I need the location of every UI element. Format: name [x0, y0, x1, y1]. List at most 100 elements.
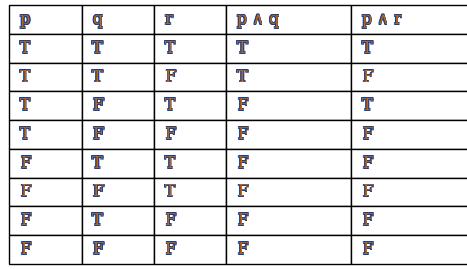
Text: F: F: [236, 127, 247, 144]
Text: F: F: [92, 98, 104, 115]
Text: T: T: [361, 41, 372, 58]
Text: F: F: [92, 242, 103, 259]
Text: F: F: [92, 240, 104, 257]
Text: T: T: [21, 69, 31, 86]
Text: T: T: [165, 184, 176, 201]
Text: T: T: [21, 69, 31, 86]
Text: F: F: [361, 183, 372, 200]
Text: q: q: [91, 12, 101, 29]
Text: F: F: [361, 240, 373, 257]
Text: T: T: [19, 126, 29, 143]
Text: F: F: [164, 212, 176, 229]
Text: F: F: [19, 213, 30, 230]
Bar: [9, 178, 82, 206]
Text: F: F: [237, 97, 248, 114]
Text: F: F: [237, 240, 248, 257]
Text: F: F: [236, 154, 247, 171]
Text: T: T: [165, 41, 176, 58]
Text: T: T: [19, 97, 29, 114]
Text: F: F: [361, 154, 372, 171]
Text: F: F: [21, 212, 31, 229]
Text: F: F: [165, 69, 176, 86]
Text: F: F: [19, 240, 30, 257]
Text: p ∧ r: p ∧ r: [362, 12, 403, 29]
Text: T: T: [361, 41, 372, 58]
Text: T: T: [92, 68, 103, 85]
Bar: [226, 34, 352, 63]
Text: F: F: [163, 211, 175, 228]
Text: F: F: [92, 184, 103, 201]
Bar: [82, 91, 154, 120]
Text: r: r: [163, 12, 171, 29]
Text: T: T: [361, 40, 372, 57]
Text: F: F: [362, 69, 374, 86]
Text: F: F: [92, 125, 104, 142]
Text: q: q: [91, 11, 101, 28]
Text: F: F: [236, 241, 247, 258]
Text: T: T: [21, 39, 31, 56]
Text: F: F: [361, 213, 372, 230]
Text: F: F: [92, 126, 104, 143]
Text: p ∧ q: p ∧ q: [236, 11, 279, 28]
Text: F: F: [164, 241, 176, 258]
Text: T: T: [236, 40, 247, 57]
Text: F: F: [236, 242, 247, 259]
Text: F: F: [237, 213, 248, 230]
Text: q: q: [92, 11, 103, 28]
Text: F: F: [362, 69, 374, 86]
Bar: [82, 34, 154, 63]
Text: F: F: [236, 126, 247, 143]
Text: F: F: [237, 97, 248, 114]
Text: T: T: [21, 125, 31, 142]
Text: F: F: [362, 155, 374, 172]
Text: T: T: [165, 97, 176, 114]
Bar: [351, 63, 467, 91]
Bar: [82, 235, 154, 264]
Text: F: F: [362, 240, 374, 257]
Bar: [154, 206, 226, 235]
Text: F: F: [361, 126, 372, 143]
Text: F: F: [92, 242, 104, 259]
Text: T: T: [92, 69, 103, 86]
Text: p ∧ q: p ∧ q: [236, 12, 279, 29]
Bar: [226, 120, 352, 149]
Bar: [9, 34, 82, 63]
Text: F: F: [361, 68, 372, 85]
Text: T: T: [92, 40, 103, 57]
Text: T: T: [164, 41, 175, 58]
Text: T: T: [20, 69, 30, 86]
Text: F: F: [361, 69, 373, 86]
Text: T: T: [19, 40, 29, 57]
Text: T: T: [92, 68, 103, 85]
Text: F: F: [361, 211, 373, 228]
Text: F: F: [236, 183, 247, 200]
Text: p: p: [20, 10, 30, 27]
Text: T: T: [164, 154, 175, 171]
Text: p: p: [20, 12, 30, 29]
Text: p: p: [21, 12, 30, 29]
Text: T: T: [163, 97, 174, 114]
Text: T: T: [91, 213, 102, 230]
Text: F: F: [92, 183, 103, 200]
Text: F: F: [92, 241, 104, 258]
Text: T: T: [91, 39, 102, 56]
Text: T: T: [91, 41, 102, 58]
Text: p ∧ r: p ∧ r: [361, 10, 401, 27]
Text: T: T: [20, 68, 30, 85]
Text: F: F: [91, 125, 102, 142]
Text: F: F: [237, 184, 248, 201]
Text: T: T: [237, 68, 248, 85]
Text: F: F: [361, 155, 372, 172]
Text: F: F: [92, 97, 104, 114]
Text: F: F: [19, 155, 30, 172]
Text: T: T: [237, 69, 248, 86]
Text: T: T: [237, 40, 248, 57]
Text: F: F: [19, 183, 30, 200]
Text: T: T: [164, 39, 175, 56]
Text: F: F: [362, 125, 374, 142]
Text: F: F: [92, 98, 103, 115]
Text: T: T: [91, 155, 102, 172]
Text: F: F: [237, 184, 248, 201]
Text: T: T: [91, 68, 102, 85]
Text: F: F: [237, 154, 248, 171]
